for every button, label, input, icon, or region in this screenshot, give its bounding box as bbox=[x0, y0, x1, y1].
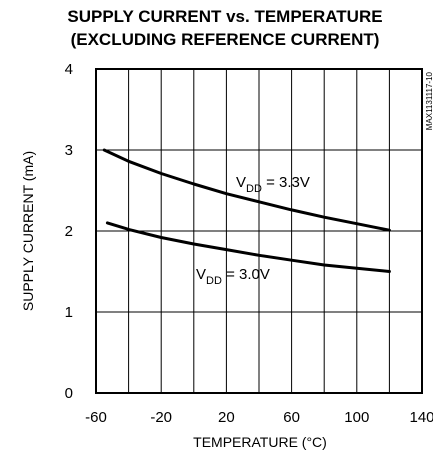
y-tick-label: 3 bbox=[65, 142, 73, 159]
horizontal-gridlines bbox=[96, 149, 422, 313]
y-tick-label: 0 bbox=[65, 385, 73, 402]
x-tick-label: 100 bbox=[344, 409, 369, 426]
chart-title-line1: SUPPLY CURRENT vs. TEMPERATURE bbox=[67, 7, 382, 26]
y-tick-labels: 0 1 2 3 4 bbox=[65, 61, 73, 402]
y-tick-label: 2 bbox=[65, 223, 73, 240]
chart-title-line2: (EXCLUDING REFERENCE CURRENT) bbox=[71, 30, 380, 49]
y-axis-label: SUPPLY CURRENT (mA) bbox=[20, 151, 36, 311]
series-label-3v0-v: V bbox=[196, 266, 206, 283]
series-label-3v0-rest: = 3.0V bbox=[222, 266, 270, 283]
figure-code: MAX1131117-10 bbox=[425, 71, 433, 130]
series-layer bbox=[102, 148, 391, 273]
y-tick-label: 4 bbox=[65, 61, 73, 78]
x-tick-label: 20 bbox=[218, 409, 235, 426]
series-label-3v3-sub: DD bbox=[246, 183, 262, 195]
y-tick-label: 1 bbox=[65, 304, 73, 321]
x-axis-label: TEMPERATURE (°C) bbox=[193, 434, 327, 450]
plot-frame bbox=[95, 68, 423, 394]
series-label-3v3-v: V bbox=[236, 174, 246, 191]
x-tick-label: 60 bbox=[283, 409, 300, 426]
series-label-3v3: VDD = 3.3V bbox=[236, 174, 310, 195]
series-label-3v0: VDD = 3.0V bbox=[196, 266, 270, 287]
x-tick-labels: -60 -20 20 60 100 140 bbox=[85, 409, 433, 426]
series-label-3v3-rest: = 3.3V bbox=[262, 174, 310, 191]
series-line-0 bbox=[102, 148, 391, 232]
x-tick-label: -20 bbox=[150, 409, 172, 426]
series-label-3v0-sub: DD bbox=[206, 275, 222, 287]
x-tick-label: -60 bbox=[85, 409, 107, 426]
x-tick-label: 140 bbox=[409, 409, 433, 426]
series-line-1 bbox=[105, 221, 391, 273]
